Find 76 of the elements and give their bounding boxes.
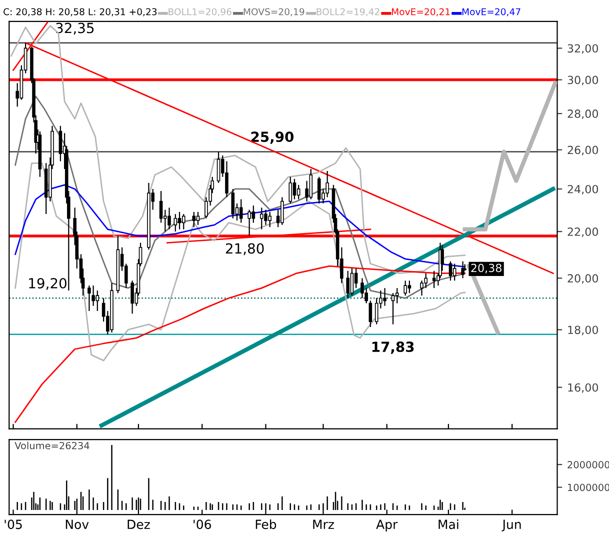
candlestick: [216, 151, 220, 184]
candlestick: [309, 168, 313, 200]
candlestick: [317, 176, 321, 204]
x-tick-label: Jun: [502, 520, 521, 532]
candlestick: [196, 211, 200, 226]
x-tick-label: Apr: [376, 520, 398, 532]
x-tick-label: Feb: [256, 519, 276, 530]
ref-line-label: 17,83: [372, 342, 414, 354]
candlestick: [292, 178, 296, 200]
candlestick: [391, 292, 395, 325]
candlestick: [88, 285, 91, 312]
candlestick: [252, 204, 256, 224]
candlestick: [432, 270, 436, 289]
line-series: [14, 162, 466, 362]
x-tick-label: Dez: [128, 520, 150, 530]
x-tick-label: Mrz: [313, 520, 334, 529]
candlestick: [420, 280, 424, 296]
candlestick: [58, 125, 62, 162]
annotation: Volume=26234: [14, 442, 90, 450]
line-series: [14, 265, 466, 423]
line-series: [462, 80, 558, 232]
x-tick-label: Nov: [66, 520, 89, 530]
candlestick: [182, 214, 186, 230]
ref-line-label: 19,20: [29, 278, 66, 290]
legend-label: MovE=20,47: [462, 8, 520, 16]
candlestick: [448, 260, 452, 282]
line-series: [14, 184, 466, 268]
candlestick: [268, 211, 272, 228]
candlestick: [350, 268, 354, 296]
y-tick-label: 32,00: [568, 44, 598, 54]
y-tick-label: 20,00: [568, 274, 598, 284]
ref-line-label: 25,90: [251, 132, 294, 144]
x-tick-label: '05: [4, 520, 22, 530]
candlestick: [225, 160, 228, 198]
ref-line-label: 32,35: [56, 22, 94, 35]
x-tick-label: Mai: [438, 519, 458, 530]
legend-label: MOVS=20,19: [244, 8, 304, 16]
legend-label: BOLL1=20,96: [168, 8, 232, 16]
candlestick: [346, 270, 350, 299]
y-tick-label: 28,00: [568, 110, 598, 120]
candlestick: [288, 176, 292, 204]
text: C: 20,38 H: 20,58 L: 20,31 +0,23: [4, 8, 157, 16]
candlestick: [231, 188, 235, 219]
candlestick: [296, 184, 300, 200]
candlestick: [360, 278, 364, 299]
annotation: 20,38: [471, 264, 502, 274]
legend-label: BOLL2=19,42: [316, 8, 380, 16]
candlestick: [383, 287, 386, 306]
candlestick: [264, 209, 268, 226]
candlestick: [404, 280, 407, 296]
legend-label: MovE=20,21: [392, 8, 450, 16]
candlestick: [178, 211, 182, 230]
y-tick-label: 26,00: [568, 146, 598, 156]
candlestick: [374, 298, 378, 325]
y-tick-label: 30,00: [568, 76, 598, 86]
candlestick: [96, 290, 100, 312]
candlestick: [192, 211, 196, 228]
x-tick-label: '06: [194, 520, 211, 530]
y-tick-label: 22,00: [568, 228, 598, 238]
candlestick: [452, 263, 456, 282]
candlestick: [408, 280, 412, 294]
y-tick-label: 18,00: [568, 326, 598, 336]
candlestick: [280, 196, 284, 226]
candlestick: [130, 280, 134, 314]
candlestick: [174, 214, 178, 232]
candlestick: [260, 207, 264, 230]
candlestick: [168, 207, 171, 230]
candlestick: [239, 198, 243, 224]
y-tick-label: 24,00: [568, 184, 598, 194]
ref-line-label: 21,80: [226, 243, 264, 256]
line-series: [14, 96, 466, 299]
candlestick: [368, 300, 372, 328]
candlestick: [395, 287, 399, 304]
candlestick: [248, 209, 251, 237]
y-tick-label: 16,00: [568, 383, 598, 393]
candlestick: [159, 190, 163, 224]
